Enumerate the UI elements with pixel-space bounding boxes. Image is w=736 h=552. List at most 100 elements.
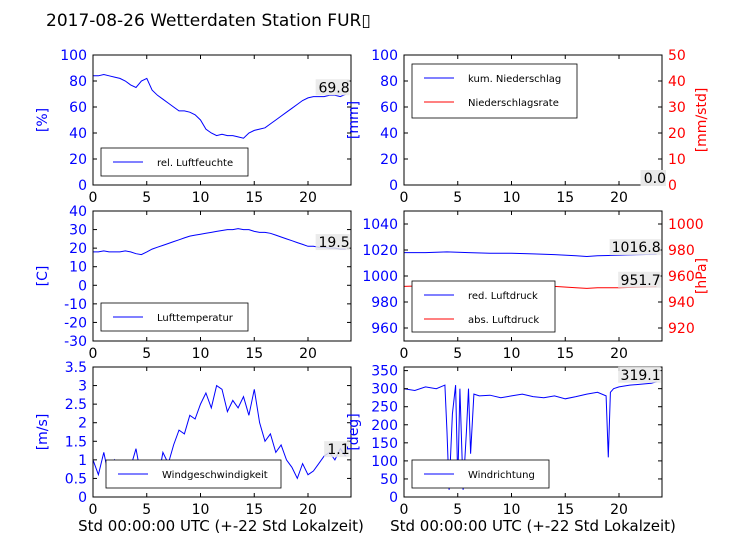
y-tick-label-humidity-0: 0	[78, 178, 87, 194]
x-tick-label-precipitation-1: 5	[453, 190, 462, 206]
y2-axis-label-pressure: [hPa]	[694, 258, 710, 294]
y-tick-label-windspeed-4: 2	[78, 416, 87, 432]
y2-tick-label-precipitation-3: 30	[668, 100, 686, 116]
y-tick-label-precipitation-4: 80	[380, 74, 398, 90]
y-tick-label-windspeed-3: 1.5	[65, 434, 87, 450]
y-tick-label-precipitation-0: 0	[389, 178, 398, 194]
x-tick-label-humidity-0: 0	[89, 190, 98, 206]
x-tick-label-pressure-0: 0	[400, 346, 409, 362]
y2-tick-label-pressure-3: 980	[668, 243, 695, 259]
x-tick-label-pressure-4: 20	[610, 346, 628, 362]
series-line-humidity-0	[93, 73, 346, 139]
panel-humidity: 0 5 10 15 20 0 20 40 60 80 100 [%] 69.8 rel. Luftfeuc…	[35, 48, 352, 206]
series-group-windspeed	[93, 384, 347, 487]
y-tick-label-humidity-5: 100	[60, 48, 87, 64]
x-tick-label-winddirection-3: 15	[556, 502, 574, 518]
x-tick-label-temperature-2: 10	[192, 346, 210, 362]
last-value-box-pressure-0	[609, 239, 661, 256]
y-axis-label-humidity: [%]	[35, 108, 51, 132]
legend-box-pressure	[411, 280, 556, 333]
last-value-box-pressure-1	[618, 271, 661, 288]
x-tick-label-windspeed-4: 20	[299, 502, 317, 518]
x-tick-label-humidity-3: 15	[245, 190, 263, 206]
plot-frame-humidity	[92, 54, 352, 186]
y-tick-label-temperature-2: -10	[64, 297, 87, 313]
legend-box-precipitation	[411, 63, 578, 119]
y2-tick-label-pressure-1: 940	[668, 295, 695, 311]
x-tick-label-pressure-3: 15	[556, 346, 574, 362]
last-value-humidity-0: 69.8	[318, 80, 349, 96]
x-tick-label-winddirection-4: 20	[610, 502, 628, 518]
y-axis-label-winddirection: [deg]	[346, 413, 362, 450]
last-value-pressure-1: 951.7	[621, 273, 661, 289]
last-value-box-temperature-0	[315, 234, 350, 251]
x-tick-label-windspeed-3: 15	[245, 502, 263, 518]
y-tick-label-humidity-2: 40	[69, 126, 87, 142]
y-tick-label-winddirection-5: 250	[371, 400, 398, 416]
x-tick-label-windspeed-1: 5	[142, 502, 151, 518]
y-tick-label-precipitation-1: 20	[380, 152, 398, 168]
x-tick-label-precipitation-4: 20	[610, 190, 628, 206]
y2-tick-label-pressure-4: 1000	[668, 217, 704, 233]
last-value-box-winddirection-0	[618, 366, 661, 383]
x-axis-label-right: Std 00:00:00 UTC (+-22 Std Lokalzeit)	[390, 517, 676, 535]
y2-tick-label-pressure-2: 960	[668, 269, 695, 285]
x-axis-label-left: Std 00:00:00 UTC (+-22 Std Lokalzeit)	[78, 517, 364, 535]
x-tick-label-precipitation-0: 0	[400, 190, 409, 206]
y-tick-label-winddirection-7: 350	[371, 364, 398, 380]
last-value-box-windspeed-0	[324, 441, 350, 458]
x-tick-label-temperature-1: 5	[142, 346, 151, 362]
legend-label-pressure-1: abs. Luftdruck	[468, 315, 539, 326]
y-tick-label-humidity-4: 80	[69, 74, 87, 90]
y-tick-label-winddirection-3: 150	[371, 436, 398, 452]
y-tick-label-temperature-3: 0	[78, 278, 87, 294]
series-group-humidity	[93, 73, 346, 139]
y-tick-label-winddirection-0: 0	[389, 490, 398, 506]
y-tick-label-pressure-2: 1000	[362, 269, 398, 285]
y-tick-label-temperature-7: 40	[69, 204, 87, 220]
y-tick-label-windspeed-2: 1	[78, 453, 87, 469]
x-tick-label-pressure-2: 10	[503, 346, 521, 362]
series-line-winddirection-0	[404, 381, 657, 490]
x-tick-label-precipitation-3: 15	[556, 190, 574, 206]
last-value-windspeed-0: 1.1	[327, 442, 349, 458]
x-tick-label-temperature-3: 15	[245, 346, 263, 362]
last-value-precipitation-1: 0.0	[644, 171, 666, 187]
y-tick-label-humidity-1: 20	[69, 152, 87, 168]
y2-tick-label-precipitation-2: 20	[668, 126, 686, 142]
y-axis-label-temperature: [C]	[35, 266, 51, 287]
figure-title: 2017-08-26 Wetterdaten Station FUR▯	[46, 11, 371, 31]
x-tick-label-windspeed-0: 0	[89, 502, 98, 518]
last-value-winddirection-0: 319.1	[621, 368, 661, 384]
legend-label-precipitation-0: kum. Niederschlag	[468, 74, 561, 85]
legend-winddirection: Windrichtung	[411, 459, 550, 489]
legend-label-windspeed-0: Windgeschwindigkeit	[162, 470, 268, 481]
legend-label-precipitation-1: Niederschlagsrate	[468, 98, 559, 109]
y-tick-label-temperature-0: -30	[64, 334, 87, 350]
legend-precipitation: kum. Niederschlag Niederschlagsrate	[411, 63, 578, 119]
y-axis-label-precipitation: [mm]	[346, 101, 362, 139]
series-group-winddirection	[404, 381, 657, 490]
x-tick-label-humidity-4: 20	[299, 190, 317, 206]
plot-frame-precipitation	[403, 54, 663, 186]
x-tick-label-windspeed-2: 10	[192, 502, 210, 518]
y-tick-label-windspeed-5: 2.5	[65, 397, 87, 413]
last-value-box-precipitation-1	[640, 170, 666, 186]
y-axis-label-windspeed: [m/s]	[35, 414, 51, 451]
y-tick-label-windspeed-7: 3.5	[65, 360, 87, 376]
y-tick-label-temperature-5: 20	[69, 241, 87, 257]
y-tick-label-winddirection-6: 300	[371, 382, 398, 398]
x-tick-label-temperature-0: 0	[89, 346, 98, 362]
panel-winddirection: 0 5 10 15 20050100150200250300350[deg]319.1W…	[346, 364, 663, 518]
legend-humidity: rel. Luftfeuchte	[100, 147, 249, 177]
y2-axis-label-precipitation: [mm/std]	[694, 88, 710, 153]
y-tick-label-temperature-6: 30	[69, 223, 87, 239]
x-tick-label-pressure-1: 5	[453, 346, 462, 362]
legend-label-pressure-0: red. Luftdruck	[468, 291, 538, 302]
last-value-pressure-0: 1016.8	[612, 240, 661, 256]
legend-label-winddirection-0: Windrichtung	[468, 470, 535, 481]
y2-tick-label-precipitation-1: 10	[668, 152, 686, 168]
y2-tick-label-precipitation-5: 50	[668, 48, 686, 64]
